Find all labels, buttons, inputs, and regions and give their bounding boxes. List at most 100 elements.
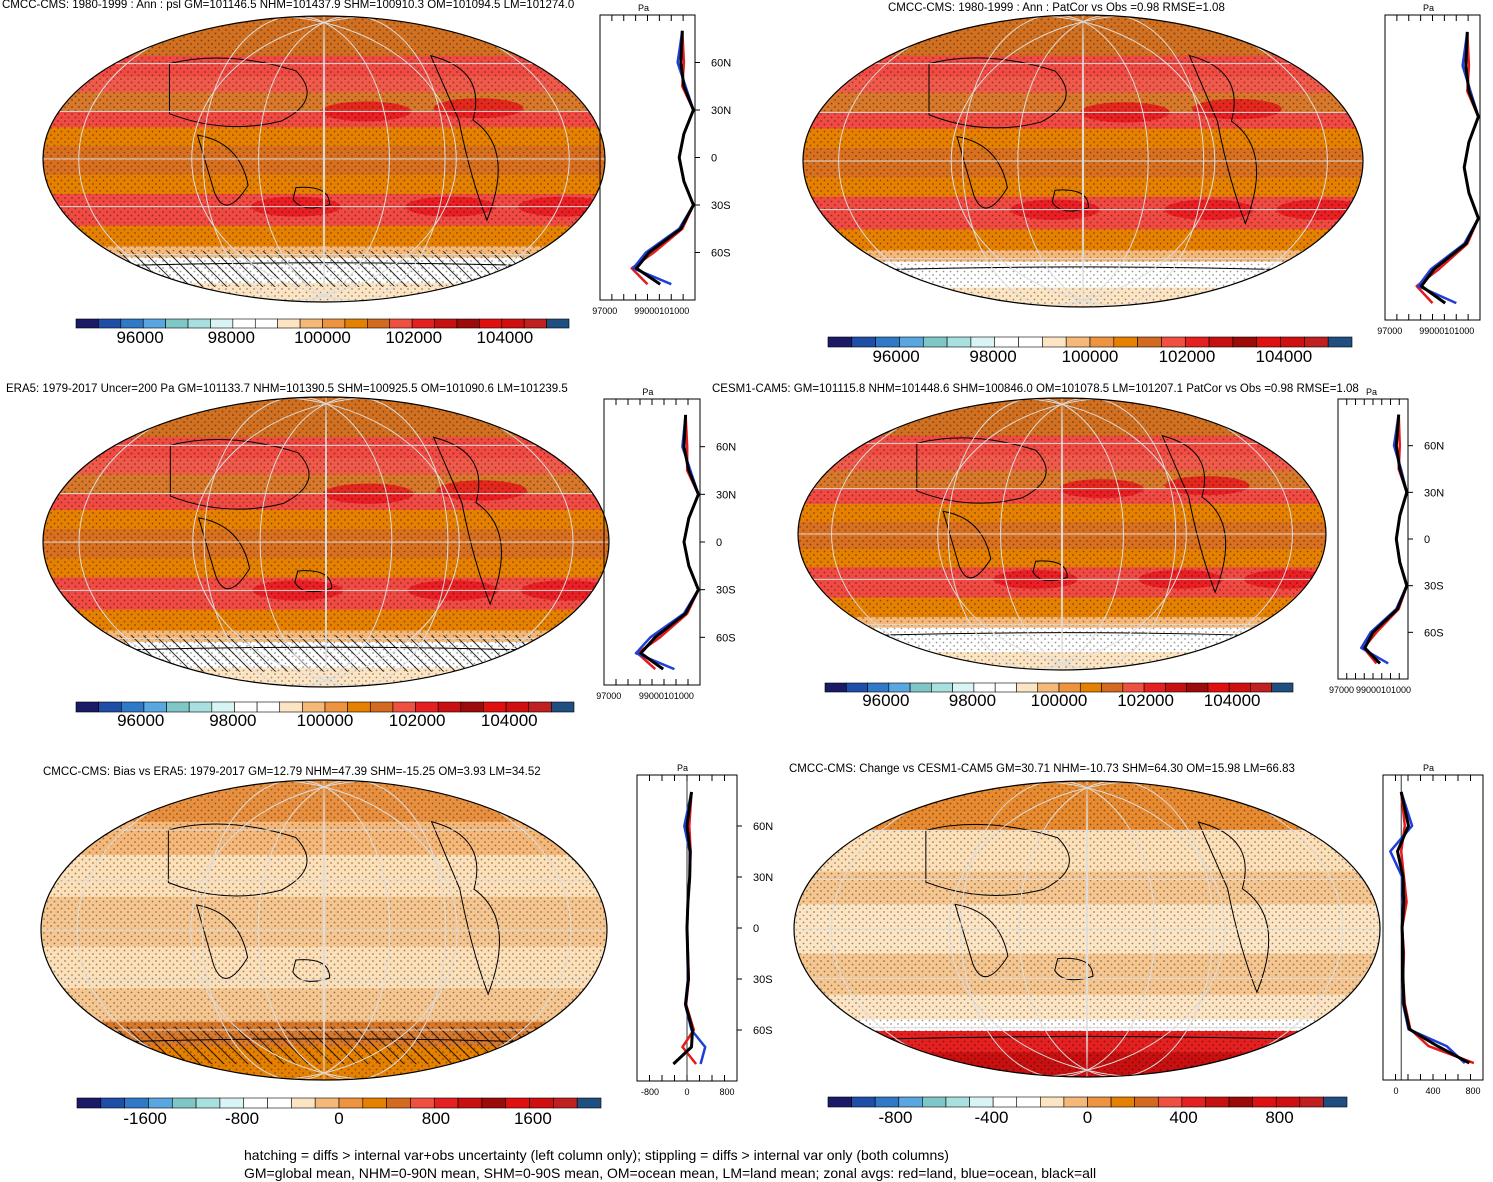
colorbar-swatch bbox=[553, 1097, 578, 1109]
map-band bbox=[803, 177, 1363, 198]
colorbar-swatch bbox=[1058, 682, 1081, 693]
colorbar-swatch bbox=[433, 1097, 459, 1109]
colorbar-swatch bbox=[386, 1097, 411, 1109]
lat-tick-label: 60N bbox=[1424, 441, 1444, 453]
colorbar-swatch bbox=[1137, 336, 1162, 348]
colorbar-swatch bbox=[76, 1097, 102, 1109]
map-band bbox=[43, 558, 609, 579]
colorbar-swatch bbox=[576, 1097, 602, 1109]
zonal-x-tick-label: 400 bbox=[1425, 1086, 1440, 1096]
colorbar-swatch bbox=[1040, 1096, 1065, 1108]
colorbar-label: 102000 bbox=[1159, 347, 1216, 366]
lat-tick-label: 30N bbox=[753, 872, 773, 884]
panel-title-model-patcor: CMCC-CMS: 1980-1999 : Ann : PatCor vs Ob… bbox=[888, 2, 1225, 14]
coastline bbox=[942, 510, 992, 579]
pressure-high bbox=[1138, 569, 1224, 589]
lat-tick-label: 0 bbox=[716, 537, 722, 549]
colorbar-swatch bbox=[845, 682, 868, 693]
zonal-frame bbox=[1384, 14, 1481, 321]
colorbar-swatch bbox=[410, 1097, 435, 1109]
zonal-line-all bbox=[1363, 414, 1409, 665]
colorbar-swatch bbox=[165, 318, 189, 329]
map-band bbox=[43, 174, 605, 195]
colorbar-swatch bbox=[922, 336, 948, 348]
colorbar-swatch bbox=[322, 318, 346, 329]
colorbar-swatch bbox=[98, 318, 122, 329]
zonal-frame bbox=[599, 14, 696, 301]
coastline bbox=[1197, 821, 1270, 994]
colorbar-label: 800 bbox=[422, 1109, 450, 1128]
coastline bbox=[928, 57, 1067, 129]
zonal-x-tick-label: 97000 bbox=[1377, 326, 1402, 336]
map-panel-3 bbox=[797, 397, 1327, 671]
map-band bbox=[43, 630, 609, 643]
colorbar-swatch bbox=[98, 701, 122, 713]
colorbar-label: 1600 bbox=[514, 1109, 552, 1128]
colorbar-swatch bbox=[234, 701, 258, 713]
colorbar-swatch bbox=[187, 318, 211, 329]
colorbar-swatch bbox=[124, 1097, 149, 1109]
colorbar-swatch bbox=[1122, 682, 1145, 693]
graticule-lon bbox=[831, 398, 1187, 670]
colorbar-swatch bbox=[1087, 1096, 1112, 1108]
map-band bbox=[41, 1046, 607, 1080]
colorbar-swatch bbox=[256, 701, 281, 713]
colorbar-swatch bbox=[277, 318, 301, 329]
colorbar-swatch bbox=[456, 318, 480, 329]
colorbar-swatch bbox=[219, 1097, 245, 1109]
colorbar-swatch bbox=[347, 701, 371, 713]
colorbar-swatch bbox=[1134, 1096, 1159, 1108]
colorbar-swatch bbox=[1018, 336, 1043, 348]
colorbar-swatch bbox=[1228, 682, 1251, 693]
map-band bbox=[798, 470, 1326, 490]
map-band bbox=[43, 509, 609, 531]
pressure-high bbox=[1164, 476, 1250, 496]
map-band bbox=[41, 896, 607, 948]
lat-tick-label: 30N bbox=[1424, 487, 1444, 499]
stippling bbox=[798, 398, 1326, 670]
colorbar-swatch bbox=[195, 1097, 221, 1109]
colorbar-swatch bbox=[279, 701, 303, 713]
map-band bbox=[803, 128, 1363, 150]
colorbar-swatch bbox=[1186, 682, 1209, 693]
zonal-mean-plot-0: Pa 60N 30N 0 30S 60S 97000 99000101000 bbox=[592, 3, 731, 316]
hatching bbox=[41, 1026, 607, 1065]
map-band bbox=[41, 855, 607, 898]
map-outline bbox=[40, 779, 608, 1081]
hatching bbox=[43, 251, 605, 287]
map-band bbox=[41, 1021, 607, 1048]
colorbar-swatch bbox=[267, 1097, 292, 1109]
coastline bbox=[292, 186, 331, 209]
colorbar-swatch bbox=[1157, 1096, 1183, 1108]
colorbar-swatch bbox=[1063, 1096, 1088, 1108]
colorbar-swatch bbox=[909, 682, 932, 693]
graticule-lon bbox=[838, 15, 1216, 307]
graticule-lon bbox=[950, 15, 1328, 307]
graticule-lon bbox=[325, 397, 327, 687]
zonal-unit-label: Pa bbox=[642, 387, 653, 397]
map-panel-5 bbox=[793, 780, 1381, 1078]
stippling bbox=[803, 15, 1363, 307]
colorbar-swatch bbox=[211, 701, 235, 713]
coastline bbox=[167, 823, 308, 897]
map-band bbox=[798, 455, 1326, 472]
map-band bbox=[803, 76, 1363, 94]
colorbar-swatch bbox=[973, 682, 996, 693]
map-band bbox=[794, 904, 1380, 955]
lat-tick-label: 0 bbox=[1424, 534, 1430, 546]
map-band bbox=[43, 111, 605, 129]
colorbar-swatch bbox=[299, 318, 323, 329]
pressure-high bbox=[1010, 199, 1100, 220]
coastline bbox=[168, 57, 308, 128]
coastline bbox=[430, 820, 500, 996]
colorbar-label: 104000 bbox=[1256, 347, 1313, 366]
graticule-lon bbox=[1000, 398, 1177, 670]
colorbar-3: 96000 98000 100000 102000 104000 bbox=[824, 682, 1294, 710]
colorbar-label: 102000 bbox=[389, 711, 446, 730]
map-band bbox=[798, 627, 1326, 653]
graticule-lon bbox=[1018, 781, 1214, 1077]
colorbar-swatch bbox=[946, 336, 972, 348]
footer-line-1: hatching = diffs > internal var+obs unce… bbox=[244, 1147, 949, 1163]
colorbar-label: 102000 bbox=[1117, 691, 1174, 710]
colorbar-swatch bbox=[851, 336, 876, 348]
